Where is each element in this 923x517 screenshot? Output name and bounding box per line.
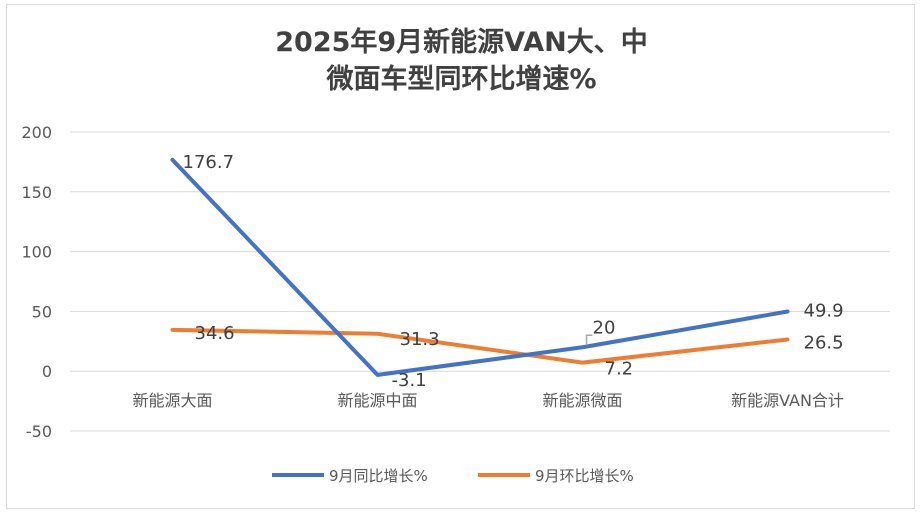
legend: 9月同比增长% 9月环比增长% [272, 467, 634, 485]
y-axis-ticks: 200 150 100 50 0 -50 [21, 123, 52, 441]
series-line [170, 157, 790, 377]
leader-line [585, 334, 593, 346]
gridlines [70, 131, 890, 432]
series-lines [170, 157, 790, 377]
x-tick-label: 新能源微面 [542, 391, 622, 410]
x-tick-label: 新能源大面 [132, 391, 212, 410]
series-line [170, 327, 790, 365]
y-tick-label: 0 [42, 362, 52, 381]
chart-title-line1: 2025年9月新能源VAN大、中 [275, 27, 648, 58]
data-label: 31.3 [400, 329, 440, 350]
y-tick-label: 50 [32, 302, 52, 321]
data-label: 7.2 [605, 359, 634, 380]
x-axis-ticks: 新能源大面 新能源中面 新能源微面 新能源VAN合计 [132, 391, 843, 410]
data-label: -3.1 [392, 370, 427, 391]
x-tick-label: 新能源中面 [337, 391, 417, 410]
data-label: 34.6 [195, 323, 235, 344]
y-tick-label: -50 [26, 422, 52, 441]
x-tick-label: 新能源VAN合计 [731, 391, 844, 410]
legend-label: 9月同比增长% [329, 467, 428, 485]
chart-title-line2: 微面车型同环比增速% [326, 64, 597, 95]
data-label: 20 [593, 317, 616, 338]
data-label: 176.7 [183, 152, 235, 173]
data-label: 49.9 [804, 301, 844, 322]
chart-title: 2025年9月新能源VAN大、中 微面车型同环比增速% [0, 24, 923, 98]
y-tick-label: 100 [21, 243, 52, 262]
legend-label: 9月环比增长% [535, 467, 634, 485]
y-tick-label: 150 [21, 183, 52, 202]
data-label: 26.5 [804, 333, 844, 354]
y-tick-label: 200 [21, 123, 52, 142]
chart-frame [6, 4, 915, 509]
data-labels: 176.7 -3.1 20 49.9 34.6 31.3 7.2 26.5 [183, 152, 844, 391]
